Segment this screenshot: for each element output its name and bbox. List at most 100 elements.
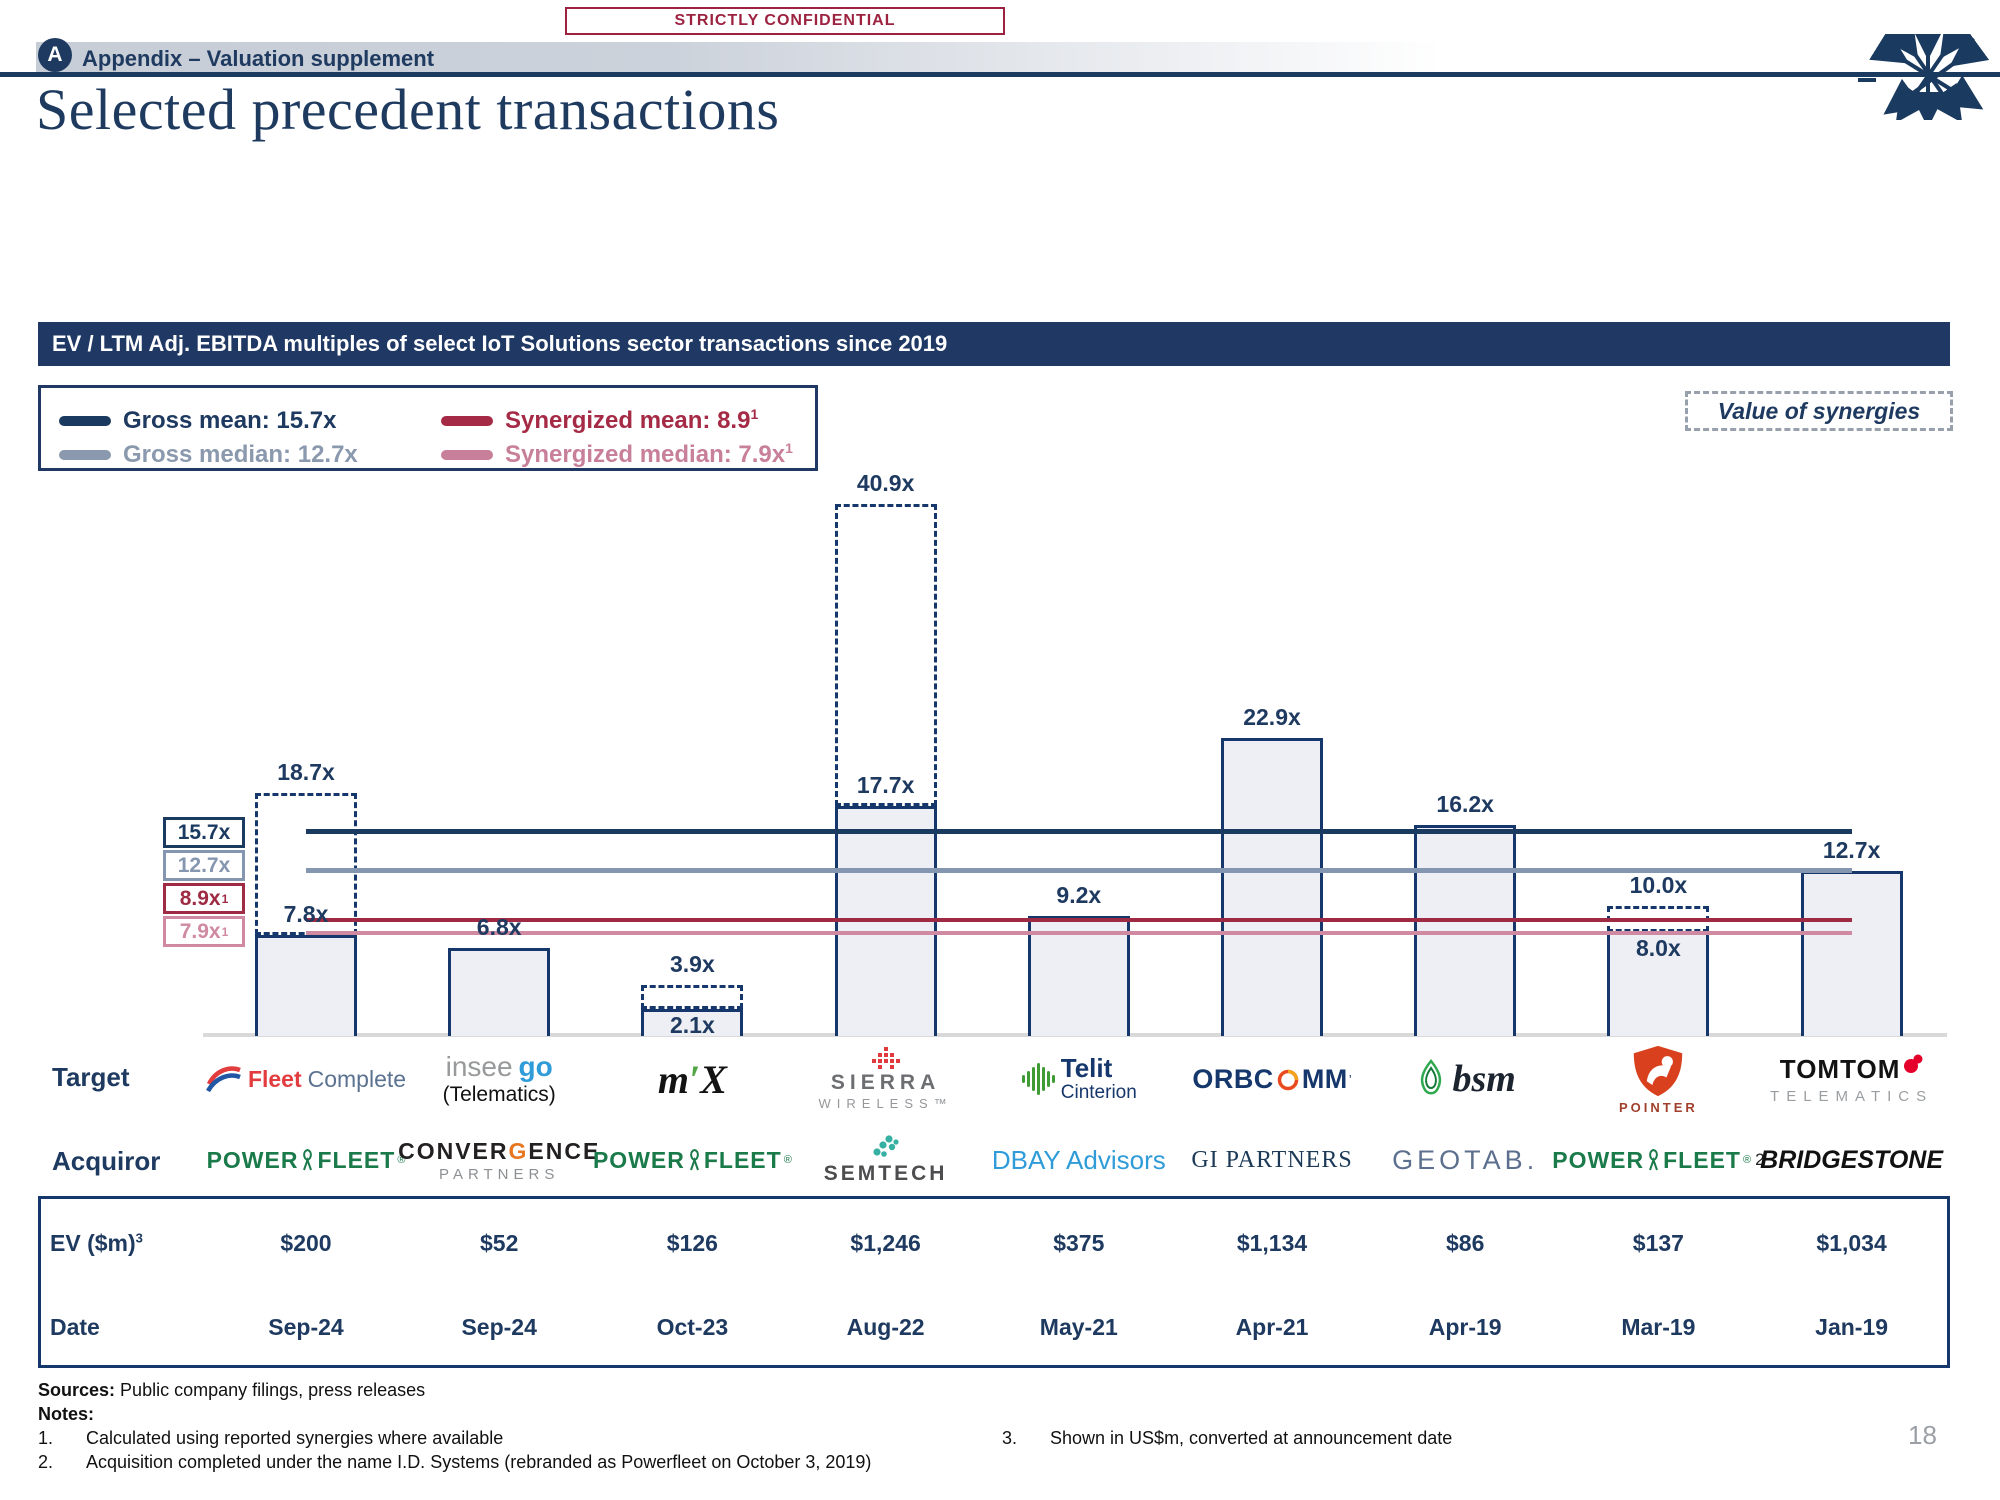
date-value: May-21 xyxy=(1039,1314,1118,1340)
target-logo-inseego: insee go (Telematics) xyxy=(404,1042,594,1116)
acquiror-logo-geotab: GEOTAB. xyxy=(1370,1128,1560,1192)
date-value: Apr-21 xyxy=(1235,1314,1309,1340)
bar-fleet-complete xyxy=(255,934,357,1036)
legend-label: Gross mean: 15.7x xyxy=(123,407,337,434)
orbcomm-logo: ORBC MM’ xyxy=(1192,1063,1352,1094)
ev-value: $1,134 xyxy=(1236,1230,1308,1256)
legend-item-synergized-median: Synergized median: 7.9x1 xyxy=(441,440,793,469)
gross-median-swatch-icon xyxy=(59,449,111,460)
powerfleet-2-logo: POWER FLEET ® 2 xyxy=(1552,1146,1765,1173)
acquiror-logo-powerfleet: POWER FLEET ® xyxy=(207,1128,406,1192)
pointer-logo: POINTER xyxy=(1619,1044,1698,1115)
synergy-multiple-label: 3.9x xyxy=(670,951,715,978)
date-value: Mar-19 xyxy=(1621,1314,1696,1340)
date-value: Aug-22 xyxy=(846,1314,925,1340)
note1-num: 1. xyxy=(38,1428,54,1448)
refline-synergized-median xyxy=(306,931,1852,936)
gross-multiple-label: 2.1x xyxy=(670,1011,715,1038)
header-divider xyxy=(0,72,2000,77)
note3-num: 3. xyxy=(1002,1428,1018,1448)
refline-gross-mean xyxy=(306,829,1852,835)
acquiror-logo-powerfleet-2: POWER FLEET ® 2 xyxy=(1552,1128,1764,1192)
deal-table xyxy=(38,1196,1950,1368)
bar-tomtom-telematics xyxy=(1800,870,1903,1036)
gross-multiple-label: 6.8x xyxy=(476,913,522,940)
target-logo-bsm: bsm xyxy=(1370,1042,1560,1116)
chart-banner-text: EV / LTM Adj. EBITDA multiples of select… xyxy=(52,331,948,356)
axis-label-gross-mean: 15.7x xyxy=(163,817,245,848)
legend-item-gross-mean: Gross mean: 15.7x xyxy=(59,406,336,435)
gross-multiple-label: 7.8x xyxy=(283,900,329,927)
date-value: Apr-19 xyxy=(1428,1314,1502,1340)
section-title: Appendix – Valuation supplement xyxy=(82,46,435,71)
refline-synergized-mean xyxy=(306,918,1852,923)
axis-label-synergized-median: 7.9x 1 xyxy=(163,916,245,947)
orbcomm-swirl-icon xyxy=(1277,1069,1299,1091)
ev-value: $1,034 xyxy=(1816,1230,1887,1256)
synergized-median-swatch-icon xyxy=(441,449,493,460)
target-logo-orbcomm: ORBC MM’ xyxy=(1177,1042,1367,1116)
acquiror-logo-powerfleet: POWER FLEET ® xyxy=(593,1128,792,1192)
ev-value: $126 xyxy=(666,1230,718,1256)
geotab-logo: GEOTAB. xyxy=(1392,1144,1539,1175)
pointer-shield-icon xyxy=(1634,1045,1683,1096)
notes-label: Notes: xyxy=(38,1404,95,1424)
tomtom-dots-icon xyxy=(1904,1054,1923,1073)
inseego-logo: insee go (Telematics) xyxy=(442,1051,556,1106)
gross-multiple-label: 17.7x xyxy=(856,771,915,798)
date-row-label: Date xyxy=(50,1314,100,1340)
target-logo-pointer: POINTER xyxy=(1563,1042,1753,1116)
gross-multiple-label: 8.0x xyxy=(1636,935,1681,961)
page-title: Selected precedent transactions xyxy=(36,77,780,142)
fleet-complete-logo: Fleet Complete xyxy=(205,1064,406,1094)
confidential-text: STRICTLY CONFIDENTIAL xyxy=(674,12,896,29)
bar-bsm-technologies xyxy=(1414,825,1517,1036)
sierra-wireless-logo: SIERRA WIRELESS™ xyxy=(819,1047,953,1111)
synergy-multiple-label: 10.0x xyxy=(1629,872,1688,898)
section-badge-letter: A xyxy=(47,43,63,66)
chart-banner: EV / LTM Adj. EBITDA multiples of select… xyxy=(38,322,1950,366)
acquiror-logo-semtech: SEMTECH xyxy=(791,1128,981,1192)
page-number: 18 xyxy=(1908,1420,1937,1450)
semtech-logo: SEMTECH xyxy=(824,1134,948,1186)
five-arrows-logo-icon xyxy=(1858,34,1990,120)
gross-multiple-label: 22.9x xyxy=(1243,704,1301,731)
date-value: Sep-24 xyxy=(268,1314,344,1340)
bar-mix-telematics xyxy=(641,1008,744,1036)
bar-orbcomm xyxy=(1221,738,1323,1036)
synergy-multiple-label: 18.7x xyxy=(277,758,335,785)
telit-cinterion-logo: Telit Cinterion xyxy=(1021,1055,1137,1102)
tomtom-telematics-logo: TOMTOM TELEMATICS xyxy=(1770,1053,1934,1105)
confidential-stamp: STRICTLY CONFIDENTIAL xyxy=(565,7,1005,35)
acquiror-logo-dbay-advisors: DBAY Advisors xyxy=(984,1128,1174,1192)
acquiror-logo-convergence-partners: CONVERGENCE PARTNERS xyxy=(398,1128,598,1192)
synergy-bar-sierra-wireless xyxy=(834,504,937,806)
gross-multiple-label: 16.2x xyxy=(1436,791,1494,818)
bridgestone-logo: BRIDGESTONE xyxy=(1760,1145,1944,1174)
acquiror-row-label: Acquiror xyxy=(52,1146,161,1176)
target-logo-telit-cinterion: Telit Cinterion xyxy=(984,1042,1174,1116)
acquiror-logo-bridgestone: BRIDGESTONE xyxy=(1757,1128,1947,1192)
gross-multiple-label: 9.2x xyxy=(1056,882,1102,909)
acquiror-logo-gi-partners: GI PARTNERS xyxy=(1177,1128,1367,1192)
gi-partners-logo: GI PARTNERS xyxy=(1191,1146,1353,1173)
bar-inseego-telematics- xyxy=(448,947,551,1036)
powerfleet-ribbon-icon xyxy=(689,1148,699,1171)
target-logo-sierra-wireless: SIERRA WIRELESS™ xyxy=(791,1042,981,1116)
legend-item-synergized-mean: Synergized mean: 8.91 xyxy=(441,406,758,435)
target-logo-tomtom-telematics: TOMTOM TELEMATICS xyxy=(1757,1042,1947,1116)
sierra-wireless-pattern-icon xyxy=(871,1047,900,1069)
ev-row-label: EV ($m)3 xyxy=(50,1230,143,1256)
section-badge: A xyxy=(38,38,72,72)
synergy-bar-mix-telematics xyxy=(641,985,744,1009)
ev-value: $137 xyxy=(1632,1230,1684,1256)
bsm-drop-icon xyxy=(1420,1059,1441,1095)
ev-value: $200 xyxy=(280,1230,332,1256)
legend-label: Gross median: 12.7x xyxy=(123,441,358,468)
semtech-dots-icon xyxy=(872,1135,899,1157)
bar-telit-cinterion xyxy=(1027,916,1130,1036)
ev-value: $375 xyxy=(1053,1230,1105,1256)
note2-text: Acquisition completed under the name I.D… xyxy=(86,1452,872,1472)
synergy-multiple-label: 40.9x xyxy=(856,470,915,497)
